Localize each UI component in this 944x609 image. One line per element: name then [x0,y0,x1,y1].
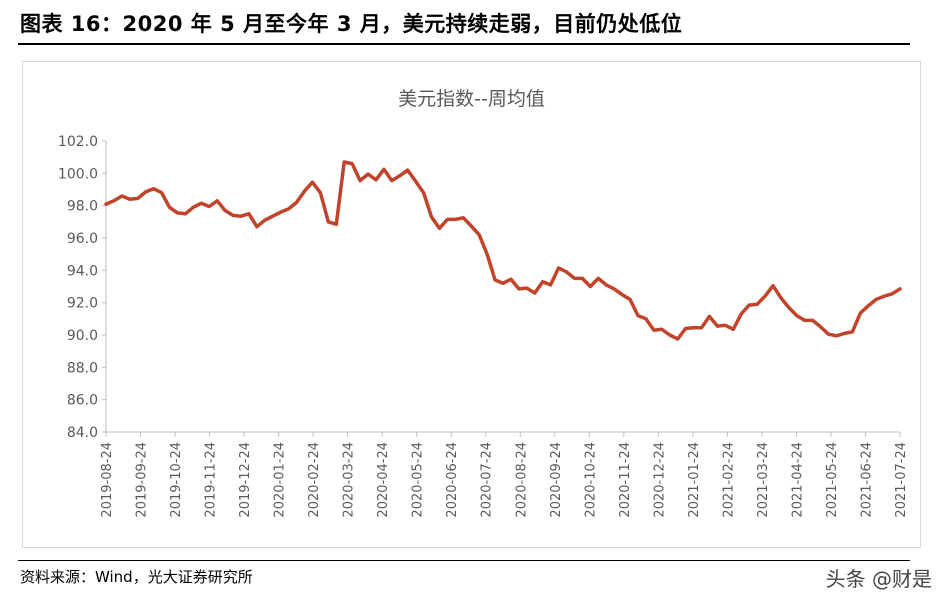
chart-title: 美元指数--周均值 [398,88,545,110]
x-tick-label: 2021-05-24 [825,442,840,518]
x-tick-label: 2019-10-24 [169,442,184,518]
x-tick-label: 2019-08-24 [100,442,115,518]
x-tick-label: 2020-06-24 [445,442,460,518]
y-tick-label: 86.0 [67,393,98,409]
y-tick-label: 100.0 [58,166,98,182]
series-layer [104,160,902,341]
y-axis: 84.0 86.0 88.0 90.0 92.0 94.0 96.0 98.0 100.0 102… [58,134,107,441]
x-tick-label: 2021-06-24 [859,442,874,518]
x-tick-label: 2021-04-24 [790,442,805,518]
series-line [104,160,902,341]
x-tick-label: 2020-11-24 [618,442,633,518]
y-tick-label: 88.0 [67,360,98,376]
x-tick-label: 2020-04-24 [376,442,391,518]
figure-title: 图表 16：2020 年 5 月至今年 3 月，美元持续走弱，目前仍处低位 [20,12,683,36]
x-tick-label: 2020-10-24 [583,442,598,518]
watermark: 头条 @财是 [825,567,932,591]
x-tick-label: 2020-03-24 [342,442,357,518]
x-tick-label: 2019-11-24 [204,442,219,518]
y-tick-label: 98.0 [67,199,98,215]
y-tick-label: 102.0 [58,134,98,150]
line-chart: 84.0 86.0 88.0 90.0 92.0 94.0 96.0 98.0 100.0 102… [58,134,909,518]
x-tick-label: 2020-09-24 [549,442,564,518]
x-tick-label: 2019-09-24 [135,442,150,518]
x-tick-label: 2020-01-24 [273,442,288,518]
chart-frame: 美元指数--周均值 84.0 86.0 88.0 90.0 92.0 94.0 96.0 98… [22,61,921,548]
x-tick-label: 2020-02-24 [307,442,322,518]
x-tick-label: 2019-12-24 [238,442,253,518]
x-tick-label: 2021-03-24 [756,442,771,518]
x-tick-label: 2021-01-24 [687,442,702,518]
x-axis: 2019-08-24 2019-09-24 2019-10-24 2019-11-24… [100,431,909,518]
y-tick-label: 96.0 [67,231,98,247]
y-tick-label: 94.0 [67,263,98,279]
x-tick-label: 2021-07-24 [894,442,909,518]
source-note: 资料来源：Wind，光大证券研究所 [20,568,253,586]
x-tick-label: 2020-05-24 [411,442,426,518]
y-tick-label: 92.0 [67,296,98,312]
x-tick-label: 2020-07-24 [480,442,495,518]
x-tick-label: 2020-08-24 [514,442,529,518]
y-tick-label: 84.0 [67,425,98,441]
x-tick-label: 2020-12-24 [652,442,667,518]
y-tick-label: 90.0 [67,328,98,344]
title-divider [18,43,910,45]
source-divider [18,560,910,561]
x-tick-label: 2021-02-24 [721,442,736,518]
